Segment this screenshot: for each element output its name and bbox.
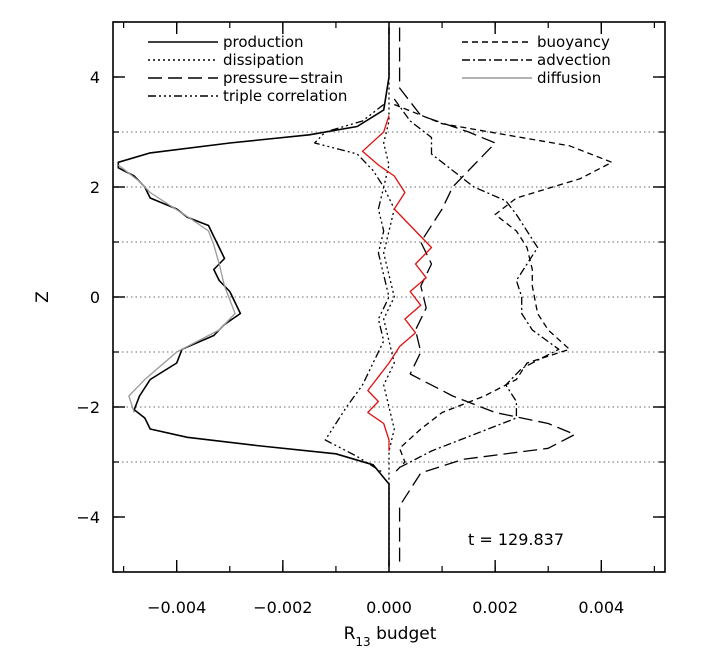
legend-label-advection: advection xyxy=(537,51,611,69)
x-axis-label-subscript: 13 xyxy=(355,635,370,649)
legend-label-triple_correlation: triple correlation xyxy=(223,87,347,105)
series-line-dissipation xyxy=(383,27,395,567)
x-tick-label: −0.002 xyxy=(253,598,312,617)
time-annotation: t = 129.837 xyxy=(468,530,564,549)
series-line-triple_correlation xyxy=(314,103,390,474)
y-axis-label: Z xyxy=(33,291,53,303)
x-tick-label: 0.002 xyxy=(472,598,518,617)
series-line-pressure_strain xyxy=(398,27,576,567)
series-line-production xyxy=(117,27,390,567)
y-tick-label: 0 xyxy=(90,288,100,307)
axis-ticks: −0.004 −0.002 0.000 0.002 0.004 −4 −2 0 2 4 xyxy=(76,21,665,617)
x-tick-label: 0.000 xyxy=(366,598,412,617)
legend-label-dissipation: dissipation xyxy=(223,51,304,69)
x-axis-label-main: R xyxy=(344,624,356,644)
series-lines xyxy=(117,27,613,567)
series-line-buoyancy xyxy=(393,103,613,474)
legend-label-buoyancy: buoyancy xyxy=(537,33,610,51)
x-tick-label: −0.004 xyxy=(147,598,206,617)
legend-label-production: production xyxy=(223,33,304,51)
y-tick-label: −2 xyxy=(76,398,100,417)
legend: productiondissipationpressure−straintrip… xyxy=(148,33,611,105)
series-line-total xyxy=(361,115,433,451)
y-tick-label: 2 xyxy=(90,178,100,197)
legend-label-diffusion: diffusion xyxy=(537,69,601,87)
legend-label-pressure_strain: pressure−strain xyxy=(223,69,343,87)
y-tick-label: 4 xyxy=(90,68,100,87)
x-tick-label: 0.004 xyxy=(578,598,624,617)
series-line-diffusion xyxy=(117,164,236,413)
horizontal-reference-lines xyxy=(113,131,665,463)
x-axis-label-rest: budget xyxy=(371,624,437,644)
y-tick-label: −4 xyxy=(76,508,100,527)
x-axis-label: R13 budget xyxy=(344,624,437,649)
